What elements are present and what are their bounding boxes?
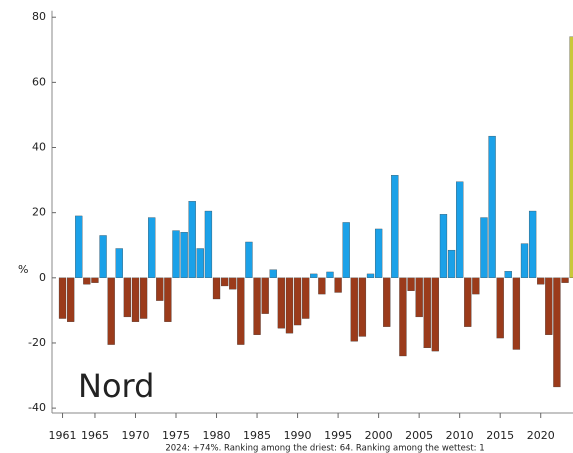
bar — [431, 277, 439, 352]
bar — [334, 277, 342, 293]
bar — [512, 277, 521, 350]
bar — [212, 277, 221, 300]
bar — [366, 273, 375, 278]
bar — [358, 277, 367, 337]
y-tick-label: -40 — [28, 401, 46, 414]
bar — [285, 277, 294, 334]
bar — [91, 277, 99, 283]
bar — [67, 277, 75, 322]
bar — [188, 201, 196, 278]
x-tick-label: 1995 — [324, 429, 352, 442]
bar — [447, 249, 456, 278]
bar — [545, 277, 553, 335]
bar — [504, 271, 512, 278]
bar — [480, 217, 488, 278]
bar — [415, 277, 423, 318]
y-tick-label: 80 — [32, 10, 46, 23]
x-tick-label: 1980 — [203, 429, 231, 442]
bar — [220, 277, 229, 287]
bar — [520, 243, 529, 278]
x-tick-label: 1990 — [284, 429, 312, 442]
bar — [456, 181, 464, 278]
bar — [464, 277, 472, 327]
bar — [172, 230, 180, 278]
bar — [261, 277, 269, 314]
bar — [350, 277, 358, 342]
bar — [561, 277, 569, 283]
bar — [75, 215, 83, 278]
y-tick-label: -20 — [28, 336, 46, 349]
bar — [472, 277, 480, 295]
x-tick-label: 1961 — [49, 429, 77, 442]
bar — [569, 36, 573, 278]
x-tick-label: 1985 — [243, 429, 271, 442]
bar — [496, 277, 504, 339]
bar — [99, 235, 107, 278]
x-tick-label: 2000 — [365, 429, 393, 442]
y-tick-label: 60 — [32, 75, 46, 88]
x-tick-label: 1975 — [162, 429, 190, 442]
bar — [277, 277, 286, 329]
bar — [391, 175, 399, 278]
bar — [439, 214, 448, 278]
x-tick-label: 2020 — [527, 429, 555, 442]
bar — [83, 277, 91, 285]
bar — [237, 277, 245, 345]
bar — [156, 277, 164, 301]
bar — [180, 232, 188, 278]
x-tick-label: 2010 — [446, 429, 474, 442]
bar — [293, 277, 302, 326]
bar — [115, 248, 123, 278]
bar — [553, 277, 561, 388]
bar — [139, 277, 148, 319]
x-tick-label: 1970 — [121, 429, 149, 442]
bar — [107, 277, 115, 345]
bar — [374, 228, 383, 278]
bar — [229, 277, 237, 290]
bar — [383, 277, 391, 327]
y-tick-label: 0 — [39, 271, 46, 284]
bar — [164, 277, 172, 322]
bar — [399, 277, 407, 357]
bar — [123, 277, 132, 318]
bar — [407, 277, 415, 291]
x-tick-label: 2015 — [486, 429, 514, 442]
bar — [310, 273, 318, 278]
bar — [196, 248, 204, 278]
bar — [204, 210, 213, 278]
bar — [302, 277, 310, 319]
bar — [318, 277, 326, 295]
x-tick-label: 1965 — [81, 429, 109, 442]
bar — [423, 277, 431, 349]
y-tick-label: 40 — [32, 141, 46, 154]
bar — [528, 210, 537, 278]
bar — [342, 222, 350, 278]
note: 2024: +74%. Ranking among the driest: 64… — [165, 444, 484, 453]
bar — [537, 277, 545, 285]
bar — [269, 269, 277, 278]
bar — [58, 277, 67, 319]
annotation: Nord — [78, 367, 154, 405]
bar — [148, 217, 156, 278]
bar — [488, 135, 496, 278]
bar — [326, 271, 334, 278]
bar — [253, 277, 261, 335]
bar — [245, 241, 253, 278]
x-tick-label: 2005 — [405, 429, 433, 442]
y-tick-label: 20 — [32, 206, 46, 219]
y-axis-label: % — [18, 263, 28, 276]
bar — [131, 277, 140, 322]
